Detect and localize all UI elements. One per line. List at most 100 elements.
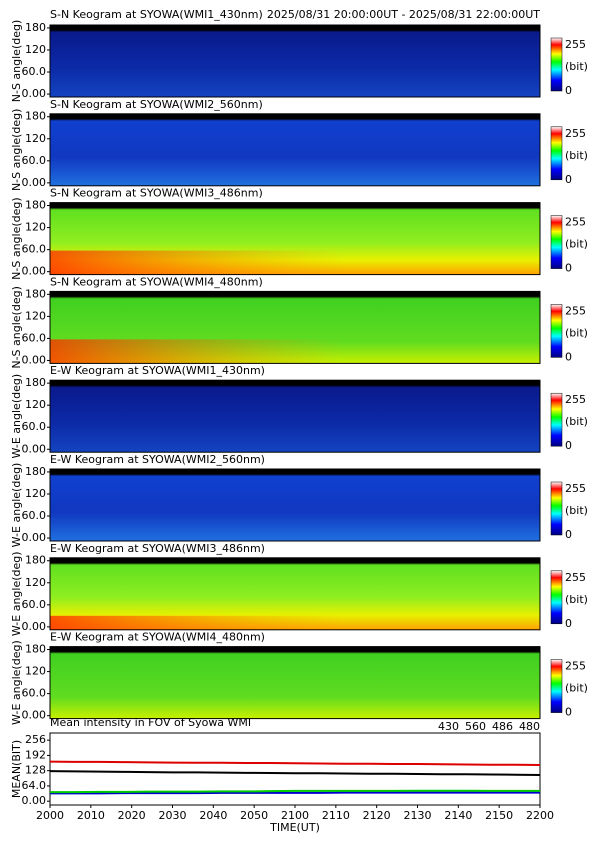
- y-tick-label: 64.0: [22, 779, 47, 792]
- legend-label: 430: [438, 720, 459, 733]
- y-tick-label: 256: [25, 733, 46, 746]
- panel-title: E-W Keogram at SYOWA(WMI2_560nm): [50, 453, 265, 466]
- y-tick-label: 180: [25, 465, 46, 478]
- x-tick-label: 2040: [199, 809, 227, 822]
- colorbar-unit: (bit): [565, 593, 588, 606]
- colorbar: [550, 392, 563, 447]
- x-tick-label: 2110: [322, 809, 350, 822]
- colorbar: [550, 570, 563, 625]
- colorbar-max: 255: [565, 482, 586, 495]
- y-tick-label: 0.00: [22, 709, 47, 722]
- colorbar-min: 0: [565, 439, 572, 452]
- x-tick-label: 2140: [444, 809, 472, 822]
- legend-label: 486: [492, 720, 513, 733]
- y-axis-label: W-E angle(deg): [10, 640, 23, 725]
- x-tick-label: 2050: [240, 809, 268, 822]
- y-tick-label: 0.00: [22, 353, 47, 366]
- y-tick-label: 180: [25, 554, 46, 567]
- y-tick-label: 0.00: [22, 794, 47, 807]
- series-line: [50, 791, 540, 795]
- chart-title: Mean intensity in FOV of Syowa WMI: [50, 716, 251, 729]
- colorbar-min: 0: [565, 173, 572, 186]
- keogram-frame: [49, 202, 541, 276]
- colorbar-max: 255: [565, 393, 586, 406]
- keogram-hot: [50, 250, 540, 275]
- x-tick-label: 2130: [404, 809, 432, 822]
- colorbar-unit: (bit): [565, 149, 588, 162]
- colorbar: [550, 215, 563, 269]
- keogram-frame: [49, 24, 541, 98]
- y-tick-label: 0.00: [22, 87, 47, 100]
- panel-title: E-W Keogram at SYOWA(WMI1_430nm): [50, 364, 265, 377]
- keogram-hot: [50, 339, 540, 364]
- colorbar-max: 255: [565, 304, 586, 317]
- y-tick-label: 60.0: [22, 509, 47, 522]
- y-tick-label: 120: [25, 309, 46, 322]
- colorbar-max: 255: [565, 127, 586, 140]
- keogram-image: [50, 469, 540, 541]
- y-tick-label: 0.00: [22, 531, 47, 544]
- y-tick-label: 120: [25, 221, 46, 234]
- panel-title: E-W Keogram at SYOWA(WMI4_480nm): [50, 631, 265, 644]
- x-tick-label: 2030: [159, 809, 187, 822]
- y-tick-label: 120: [25, 665, 46, 678]
- x-tick-label: 2020: [118, 809, 146, 822]
- y-tick-label: 60.0: [22, 420, 47, 433]
- keogram-image: [50, 646, 540, 719]
- x-tick-label: 2120: [363, 809, 391, 822]
- y-tick-label: 180: [25, 287, 46, 300]
- colorbar-max: 255: [565, 216, 586, 229]
- colorbar-max: 255: [565, 660, 586, 673]
- colorbar-unit: (bit): [565, 682, 588, 695]
- x-tick-label: 2000: [36, 809, 64, 822]
- y-axis-label: W-E angle(deg): [10, 463, 23, 548]
- y-tick-label: 120: [25, 487, 46, 500]
- y-tick-label: 180: [25, 21, 46, 34]
- series-line: [49, 760, 541, 766]
- x-tick-label: 2150: [485, 809, 513, 822]
- keogram-image: [50, 25, 540, 97]
- plot-frame: [49, 732, 541, 806]
- colorbar: [550, 304, 563, 358]
- y-tick-label: 60.0: [22, 598, 47, 611]
- colorbar-min: 0: [565, 350, 572, 363]
- keogram-frame: [49, 557, 541, 631]
- series-line: [49, 770, 541, 776]
- y-tick-label: 0.00: [22, 442, 47, 455]
- y-tick-label: 180: [25, 199, 46, 212]
- y-tick-label: 0.00: [22, 176, 47, 189]
- time-range: 2025/08/31 20:00:00UT - 2025/08/31 22:00…: [267, 8, 540, 21]
- y-tick-label: 128: [25, 764, 46, 777]
- y-tick-label: 60.0: [22, 687, 47, 700]
- colorbar-min: 0: [565, 706, 572, 719]
- legend-label: 480: [519, 720, 540, 733]
- colorbar-unit: (bit): [565, 326, 588, 339]
- y-tick-label: 120: [25, 43, 46, 56]
- colorbar: [550, 481, 563, 536]
- colorbar: [550, 659, 563, 713]
- colorbar-min: 0: [565, 528, 572, 541]
- colorbar-min: 0: [565, 617, 572, 630]
- y-axis-label: W-E angle(deg): [10, 374, 23, 459]
- keogram-frame: [49, 113, 541, 187]
- x-tick-label: 2200: [526, 809, 554, 822]
- header-title: S-N Keogram at SYOWA(WMI1_430nm): [50, 8, 263, 21]
- keogram-frame: [49, 290, 541, 364]
- panel-title: S-N Keogram at SYOWA(WMI3_486nm): [50, 187, 263, 200]
- colorbar-max: 255: [565, 38, 586, 51]
- y-tick-label: 180: [25, 643, 46, 656]
- colorbar-unit: (bit): [565, 60, 588, 73]
- colorbar-unit: (bit): [565, 415, 588, 428]
- panel-title: S-N Keogram at SYOWA(WMI2_560nm): [50, 98, 263, 111]
- y-tick-label: 120: [25, 132, 46, 145]
- y-tick-label: 60.0: [22, 243, 47, 256]
- x-tick-label: 2100: [281, 809, 309, 822]
- y-tick-label: 120: [25, 576, 46, 589]
- y-tick-label: 192: [25, 748, 46, 761]
- colorbar-max: 255: [565, 571, 586, 584]
- keogram-frame: [49, 468, 541, 542]
- panel-title: E-W Keogram at SYOWA(WMI3_486nm): [50, 542, 265, 555]
- y-tick-label: 60.0: [22, 331, 47, 344]
- panel-title: S-N Keogram at SYOWA(WMI4_480nm): [50, 275, 263, 288]
- keogram-image: [50, 380, 540, 453]
